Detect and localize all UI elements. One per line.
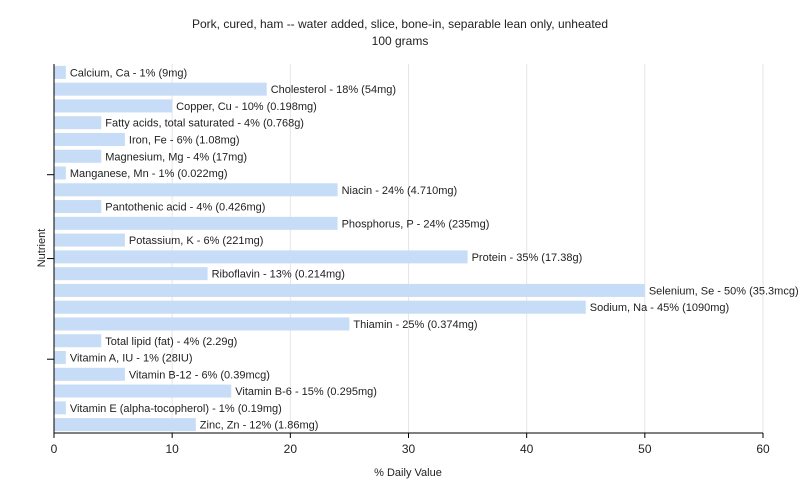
bar (54, 132, 125, 146)
bar-label: Zinc, Zn - 12% (1.86mg) (200, 420, 319, 432)
bar (54, 418, 196, 432)
x-tick-label: 40 (520, 442, 534, 456)
bar-label: Cholesterol - 18% (54mg) (271, 84, 396, 96)
bar-label: Copper, Cu - 10% (0.198mg) (176, 101, 317, 113)
bar-label: Riboflavin - 13% (0.214mg) (212, 269, 345, 281)
bar-label: Manganese, Mn - 1% (0.022mg) (70, 168, 228, 180)
chart-title: Pork, cured, ham -- water added, slice, … (192, 17, 608, 31)
bar (54, 334, 102, 348)
bar (54, 351, 66, 365)
x-tick-label: 20 (284, 442, 298, 456)
bar-label: Sodium, Na - 45% (1090mg) (590, 302, 729, 314)
bar-label: Calcium, Ca - 1% (9mg) (70, 67, 187, 79)
bar-label: Vitamin A, IU - 1% (28IU) (70, 353, 193, 365)
bars (54, 65, 645, 432)
bar (54, 200, 102, 214)
bar (54, 267, 208, 281)
bar (54, 401, 66, 415)
bar (54, 216, 338, 230)
bar-label: Phosphorus, P - 24% (235mg) (342, 218, 490, 230)
bar-label: Selenium, Se - 50% (35.3mcg) (649, 285, 799, 297)
bar (54, 384, 232, 398)
bar (54, 99, 173, 113)
bar-label: Vitamin E (alpha-tocopherol) - 1% (0.19m… (70, 403, 282, 415)
bar-label: Thiamin - 25% (0.374mg) (353, 319, 477, 331)
x-tick-label: 10 (165, 442, 179, 456)
x-tick-label: 30 (402, 442, 416, 456)
bar (54, 149, 102, 163)
bar (54, 317, 350, 331)
x-axis-label: % Daily Value (374, 467, 442, 479)
bar (54, 233, 125, 247)
x-tick-label: 50 (638, 442, 652, 456)
bar (54, 367, 125, 381)
x-tick-label: 0 (51, 442, 58, 456)
bar-label: Total lipid (fat) - 4% (2.29g) (105, 336, 237, 348)
bar (54, 65, 66, 79)
bar-label: Magnesium, Mg - 4% (17mg) (105, 151, 247, 163)
bar-label: Iron, Fe - 6% (1.08mg) (129, 134, 240, 146)
bar-labels: Calcium, Ca - 1% (9mg) Cholesterol - 18% … (70, 67, 799, 431)
bar (54, 300, 586, 314)
bar-label: Fatty acids, total saturated - 4% (0.768… (105, 118, 304, 130)
y-axis-label: Nutrient (36, 229, 48, 268)
bar-label: Potassium, K - 6% (221mg) (129, 235, 264, 247)
bar (54, 283, 645, 297)
bar-label: Vitamin B-6 - 15% (0.295mg) (235, 386, 377, 398)
chart-subtitle: 100 grams (372, 34, 429, 48)
bar (54, 116, 102, 130)
bar-label: Vitamin B-12 - 6% (0.39mcg) (129, 369, 270, 381)
x-ticks: 0 10 20 30 40 50 60 (51, 433, 770, 456)
bar (54, 82, 267, 96)
gridlines (171, 64, 764, 433)
bar (54, 250, 468, 264)
bar (54, 183, 338, 197)
bar-label: Protein - 35% (17.38g) (472, 252, 583, 264)
bar-label: Niacin - 24% (4.710mg) (342, 185, 458, 197)
x-tick-label: 60 (756, 442, 770, 456)
bar-label: Pantothenic acid - 4% (0.426mg) (105, 202, 265, 214)
bar (54, 166, 66, 180)
